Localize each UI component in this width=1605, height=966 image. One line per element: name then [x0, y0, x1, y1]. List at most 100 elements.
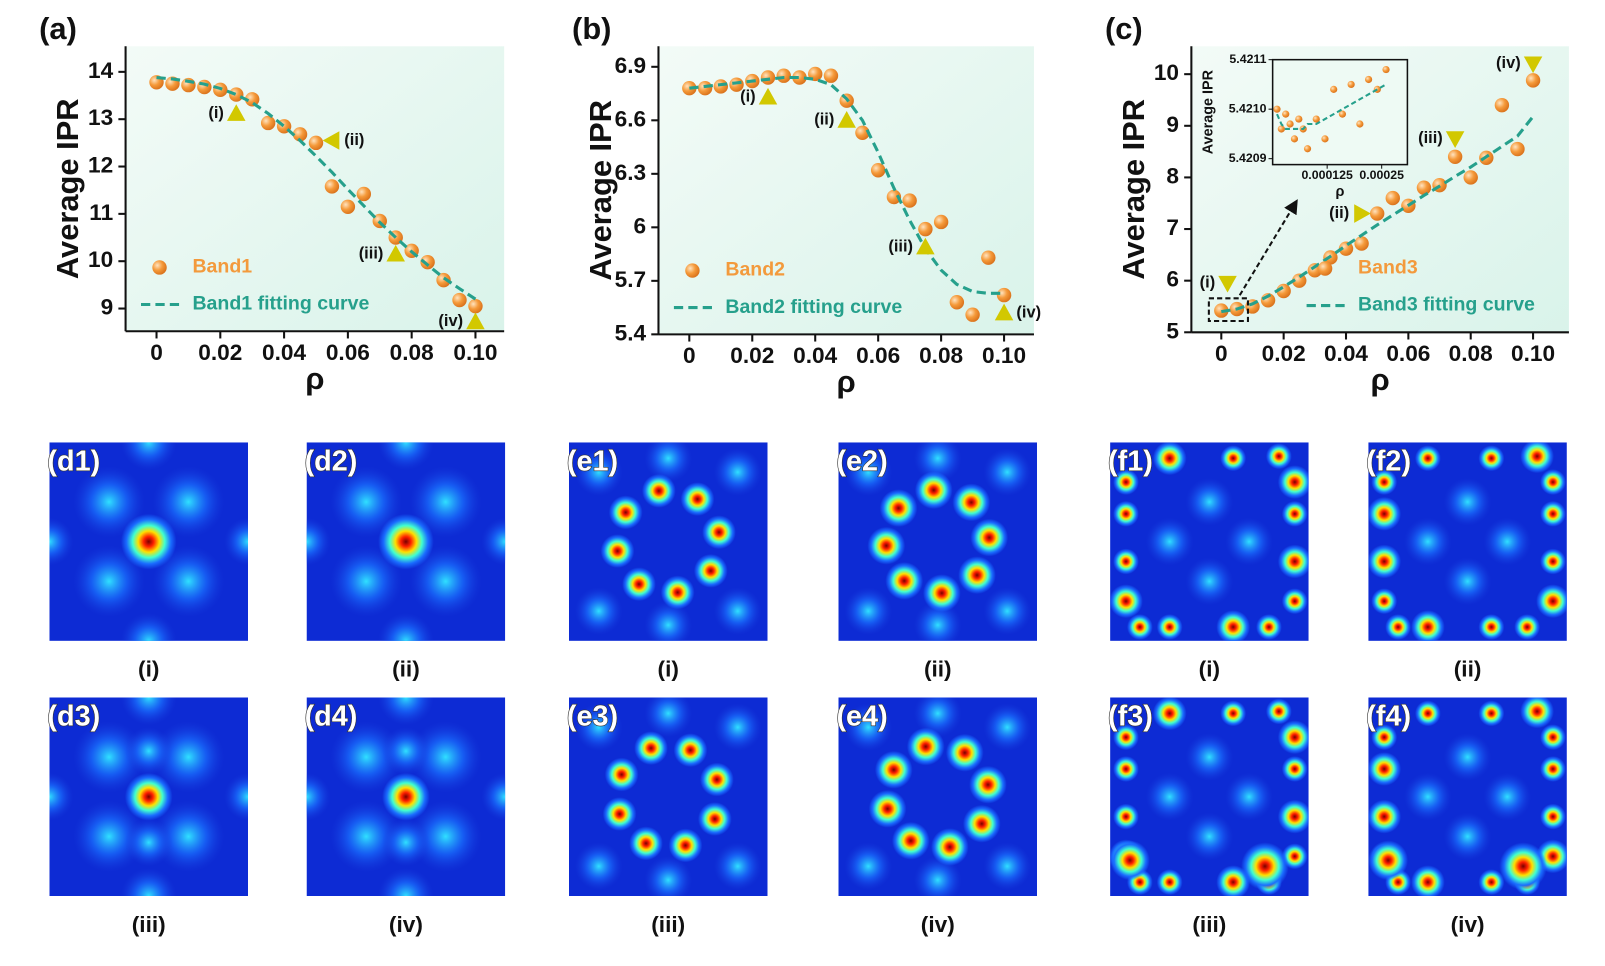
annotation-marker	[837, 111, 856, 128]
field-spot	[1368, 840, 1409, 881]
field-spot	[1478, 869, 1505, 896]
field-spot	[1265, 698, 1292, 725]
field-spot	[1540, 756, 1566, 782]
y-tick-label: 5	[1166, 318, 1179, 343]
field-spot	[330, 545, 402, 618]
panel-label: (a)	[39, 11, 77, 46]
y-tick-label: 6.3	[615, 160, 646, 185]
field-spot	[306, 517, 331, 566]
data-point	[1416, 180, 1432, 195]
field-spot	[879, 489, 918, 527]
field-spot	[962, 804, 1001, 843]
field-spot	[378, 513, 434, 570]
field-spot	[224, 772, 249, 821]
field-spot	[1126, 614, 1153, 640]
field-spot	[1256, 614, 1282, 640]
panel-caption: (iii)	[651, 912, 685, 937]
field-spot	[952, 483, 991, 522]
y-tick-label: 6.6	[615, 106, 646, 131]
field-spot	[1113, 724, 1139, 751]
field-spot	[1241, 842, 1289, 891]
field-spot	[602, 797, 637, 831]
field-spot	[970, 518, 1009, 557]
field-spot	[983, 703, 1032, 752]
field-spot	[693, 554, 728, 588]
panel-label: (f2)	[1366, 446, 1411, 478]
annotation-marker	[1218, 275, 1237, 293]
data-point	[949, 295, 965, 310]
x-tick-label: 0.08	[390, 340, 434, 365]
field-image	[1110, 697, 1309, 897]
y-tick-label: 10	[1154, 60, 1179, 85]
field-spot	[644, 697, 693, 738]
field-spot	[1368, 752, 1402, 786]
field-spot	[913, 697, 962, 738]
field-spot	[700, 762, 734, 797]
x-tick-label: 0.10	[1511, 341, 1555, 366]
field-spot	[1520, 697, 1554, 729]
field-spot	[1540, 803, 1566, 830]
field-spot	[1110, 840, 1150, 881]
field-spot	[481, 517, 506, 566]
annotation-label: (i)	[1200, 274, 1216, 292]
field-spot	[1404, 517, 1452, 566]
field-spot	[124, 772, 173, 821]
field-spot	[668, 828, 703, 863]
field-spot	[306, 772, 331, 821]
panel-label: (e2)	[836, 446, 887, 478]
field-spot	[1443, 812, 1492, 861]
y-tick-label: 5.4	[615, 320, 647, 345]
field-image	[838, 442, 1038, 641]
field-spot	[1478, 614, 1505, 640]
annotation-label: (ii)	[814, 111, 834, 129]
field-spot	[481, 772, 506, 821]
data-point	[1510, 141, 1525, 157]
field-spot	[660, 575, 695, 610]
y-tick-label: 9	[101, 295, 114, 320]
field-spot	[49, 772, 74, 821]
field-spot	[622, 567, 656, 602]
field-spot	[1540, 724, 1566, 751]
y-tick-label: 7	[1166, 215, 1179, 240]
field-spot	[409, 800, 482, 873]
fit-line	[156, 76, 477, 301]
field-spot	[634, 731, 668, 765]
data-point	[1525, 73, 1541, 88]
data-point	[229, 87, 244, 102]
field-spot	[1404, 772, 1452, 821]
panel-label: (e1)	[567, 446, 618, 478]
data-point	[340, 199, 356, 214]
field-spot	[1277, 720, 1309, 755]
data-point	[452, 292, 467, 308]
field-spot	[382, 727, 430, 775]
x-tick-label: 0.06	[856, 343, 900, 368]
annotation-marker	[1354, 204, 1371, 223]
field-spot	[152, 466, 225, 538]
data-point	[902, 193, 917, 208]
field-spot	[1185, 557, 1234, 606]
annotation-marker	[1523, 56, 1543, 74]
panel-caption: (ii)	[1454, 657, 1482, 682]
field-spot	[1185, 733, 1234, 781]
field-spot	[1368, 544, 1402, 579]
annotation-label: (ii)	[344, 131, 364, 149]
y-axis-title: Average IPR	[583, 100, 618, 281]
field-spot	[1156, 869, 1183, 896]
field-spot	[673, 733, 708, 768]
data-point	[420, 254, 435, 270]
x-tick-label: 0	[1215, 341, 1228, 366]
field-spot	[124, 727, 173, 775]
annotation-label: (i)	[208, 104, 224, 122]
data-point	[996, 287, 1012, 303]
field-spot	[1225, 772, 1273, 821]
field-spot	[885, 562, 924, 600]
panel-label: (f4)	[1366, 701, 1411, 733]
data-point	[308, 135, 324, 151]
annotation-marker	[916, 237, 935, 255]
field-spot	[1113, 803, 1139, 830]
annotation-label: (iv)	[1496, 54, 1521, 72]
panel-caption: (ii)	[392, 657, 420, 682]
field-spot	[1536, 584, 1567, 619]
field-spot	[330, 721, 402, 793]
